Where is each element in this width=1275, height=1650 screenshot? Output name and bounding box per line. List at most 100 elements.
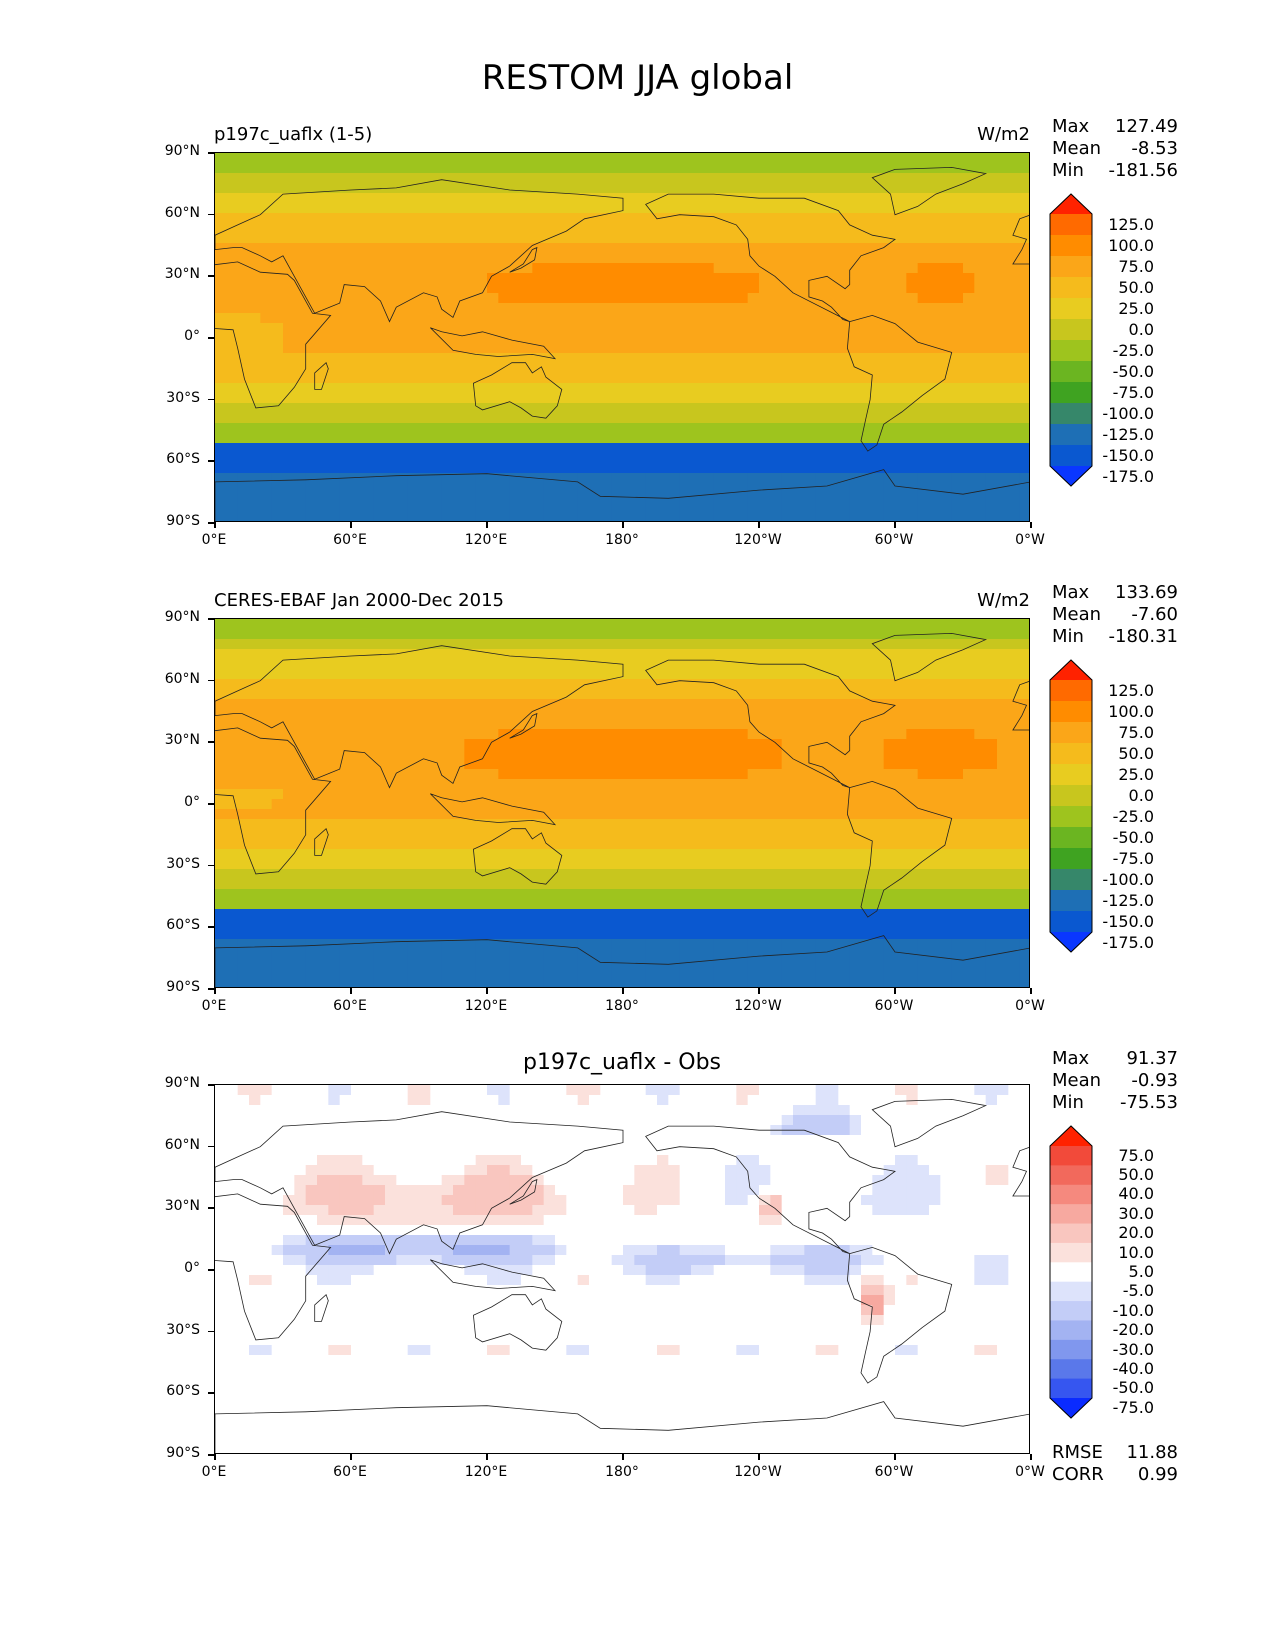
field-cell bbox=[362, 173, 375, 184]
field-cell bbox=[373, 749, 386, 760]
field-cell bbox=[679, 473, 692, 484]
field-cell bbox=[725, 699, 737, 710]
field-cell bbox=[498, 313, 511, 324]
field-cell bbox=[521, 503, 533, 514]
field-cell bbox=[781, 203, 794, 214]
field-cell bbox=[589, 779, 601, 790]
field-cell bbox=[906, 759, 919, 770]
field-cell bbox=[804, 383, 817, 394]
field-cell bbox=[543, 919, 556, 930]
field-cell bbox=[634, 649, 647, 660]
field-cell bbox=[396, 333, 409, 344]
field-cell bbox=[861, 473, 873, 484]
field-cell bbox=[328, 433, 341, 444]
field-cell bbox=[1019, 333, 1029, 344]
field-cell bbox=[317, 859, 329, 870]
field-cell bbox=[441, 383, 454, 394]
field-cell bbox=[407, 649, 420, 660]
field-cell bbox=[237, 263, 250, 274]
field-cell bbox=[725, 413, 737, 424]
field-cell bbox=[940, 689, 953, 700]
field-cell bbox=[747, 473, 760, 484]
field-cell bbox=[589, 759, 601, 770]
field-cell bbox=[226, 829, 239, 840]
field-cell bbox=[645, 679, 658, 690]
field-cell bbox=[793, 333, 805, 344]
field-cell bbox=[543, 413, 556, 424]
field-cell bbox=[861, 839, 873, 850]
colorbar-label: 100.0 bbox=[1108, 235, 1154, 255]
field-cell bbox=[611, 799, 624, 810]
field-cell bbox=[997, 403, 1009, 414]
field-cell bbox=[328, 463, 341, 474]
field-cell bbox=[396, 273, 409, 284]
field-cell bbox=[271, 303, 284, 314]
field-cell bbox=[838, 493, 851, 504]
field-cell bbox=[464, 453, 477, 464]
field-cell bbox=[328, 789, 341, 800]
field-cell bbox=[895, 899, 907, 910]
field-cell bbox=[521, 619, 533, 630]
field-cell bbox=[249, 789, 261, 800]
field-cell bbox=[713, 203, 726, 214]
field-cell bbox=[487, 363, 499, 374]
field-cell bbox=[815, 629, 828, 640]
field-cell bbox=[498, 473, 511, 484]
colorbar-extend-bottom bbox=[1050, 466, 1092, 486]
field-cell bbox=[566, 413, 579, 424]
field-cell bbox=[430, 879, 443, 890]
field-cell bbox=[781, 373, 794, 384]
field-cell bbox=[260, 253, 273, 264]
field-cell bbox=[997, 373, 1009, 384]
field-cell bbox=[521, 759, 533, 770]
field-cell bbox=[917, 393, 930, 404]
field-cell bbox=[339, 639, 352, 650]
field-cell bbox=[883, 163, 896, 174]
field-cell bbox=[781, 779, 794, 790]
field-cell bbox=[623, 829, 635, 840]
field-cell bbox=[1008, 619, 1021, 630]
field-cell bbox=[543, 709, 556, 720]
field-cell bbox=[317, 303, 329, 314]
field-cell bbox=[328, 493, 341, 504]
field-cell bbox=[985, 909, 998, 920]
field-cell bbox=[940, 729, 953, 740]
field-cell bbox=[271, 849, 284, 860]
field-cell bbox=[328, 679, 341, 690]
field-cell bbox=[339, 929, 352, 940]
field-cell bbox=[702, 263, 715, 274]
field-cell bbox=[339, 829, 352, 840]
field-cell bbox=[895, 889, 907, 900]
field-cell bbox=[328, 393, 341, 404]
field-cell bbox=[373, 909, 386, 920]
field-cell bbox=[691, 183, 703, 194]
field-cell bbox=[917, 659, 930, 670]
field-cell bbox=[691, 163, 703, 174]
field-cell bbox=[498, 213, 511, 224]
field-cell bbox=[702, 679, 715, 690]
field-cell bbox=[725, 679, 737, 690]
field-cell bbox=[543, 173, 556, 184]
field-cell bbox=[600, 213, 613, 224]
field-cell bbox=[861, 153, 873, 164]
field-cell bbox=[963, 323, 975, 334]
field-cell bbox=[373, 659, 386, 670]
field-cell bbox=[487, 453, 499, 464]
field-cell bbox=[362, 353, 375, 364]
field-cell bbox=[396, 809, 409, 820]
field-cell bbox=[668, 789, 681, 800]
field-cell bbox=[883, 839, 896, 850]
field-cell bbox=[747, 383, 760, 394]
field-cell bbox=[600, 829, 613, 840]
field-cell bbox=[373, 619, 386, 630]
field-cell bbox=[906, 649, 919, 660]
field-cell bbox=[849, 233, 862, 244]
field-cell bbox=[849, 759, 862, 770]
field-cell bbox=[589, 919, 601, 930]
stat-value: -8.53 bbox=[1131, 138, 1178, 159]
field-cell bbox=[317, 809, 329, 820]
field-cell bbox=[895, 353, 907, 364]
field-cell bbox=[827, 373, 839, 384]
field-cell bbox=[611, 503, 624, 514]
field-cell bbox=[577, 919, 590, 930]
